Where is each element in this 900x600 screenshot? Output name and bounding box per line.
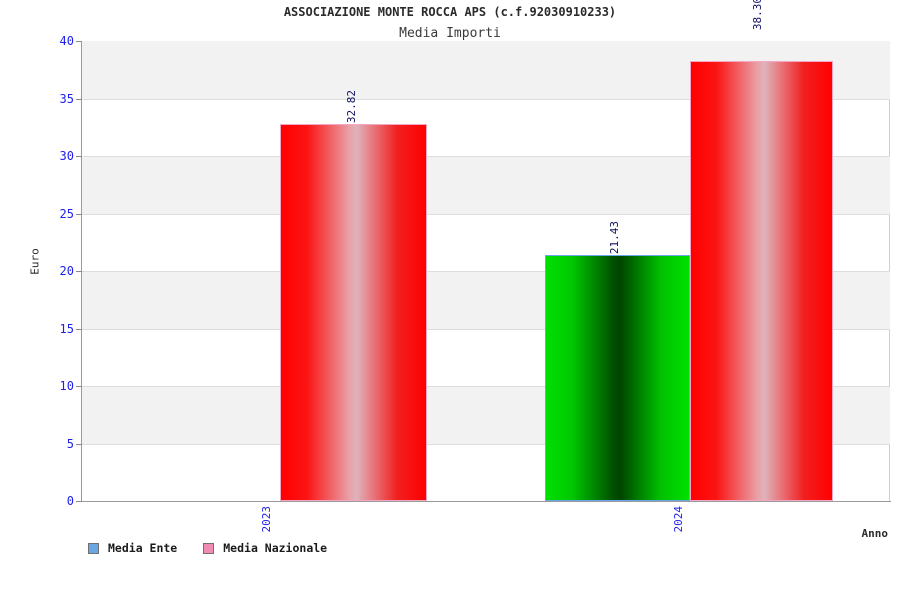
gridline (82, 443, 890, 445)
y-tick-label-0: 0 (66, 494, 74, 508)
legend-item-media-ente[interactable]: Media Ente (88, 541, 177, 555)
y-tick-label-5: 5 (66, 436, 74, 451)
bar-value-nazionale-2023: 32.82 (345, 90, 358, 124)
y-tick-mark (76, 98, 82, 100)
y-tick-mark (76, 501, 82, 502)
y-tick-label-25: 25 (59, 206, 74, 221)
y-tick-label-30: 30 (59, 149, 74, 163)
bar-value-nazionale-2024: 38.30 (751, 0, 764, 31)
gridline (82, 328, 890, 330)
y-tick-mark (76, 443, 82, 445)
legend-swatch-icon (88, 542, 99, 554)
chart-legend: Media Ente Media Nazionale (88, 541, 353, 555)
y-tick-mark (76, 41, 82, 42)
bar-value-ente-2024: 21.43 (608, 221, 621, 255)
y-tick-label-40: 40 (59, 34, 74, 48)
gridline (82, 98, 890, 100)
y-axis-title: Euro (28, 248, 42, 275)
chart-subtitle: Media Importi (399, 26, 501, 41)
bar-nazionale-2024[interactable] (690, 60, 833, 501)
y-tick-mark (76, 386, 82, 387)
legend-label: Media Ente (108, 541, 178, 555)
x-tick-label-2023: 2023 (260, 506, 273, 533)
y-tick-label-20: 20 (59, 264, 74, 278)
gridline (82, 156, 890, 157)
legend-swatch-icon (203, 542, 215, 554)
gridline (82, 213, 890, 215)
y-tick-mark (76, 213, 82, 215)
chart-title: ASSOCIAZIONE MONTE ROCCA APS (c.f.920309… (283, 5, 617, 19)
legend-label: Media Nazionale (223, 541, 328, 555)
gridline (82, 271, 890, 272)
x-axis-title: Anno (861, 527, 889, 540)
legend-item-media-nazionale[interactable]: Media Nazionale (203, 541, 327, 555)
gridline (82, 386, 890, 387)
x-tick-label-2024: 2024 (672, 506, 685, 533)
bar-nazionale-2023[interactable] (280, 123, 427, 501)
y-tick-label-10: 10 (59, 379, 74, 393)
bar-ente-2024[interactable] (545, 254, 690, 501)
y-tick-mark (76, 271, 82, 272)
y-tick-label-35: 35 (59, 91, 74, 106)
y-tick-mark (76, 328, 82, 330)
y-tick-label-15: 15 (59, 321, 74, 336)
plot-area (82, 41, 890, 501)
x-axis-line (81, 501, 891, 502)
y-tick-mark (76, 156, 82, 157)
